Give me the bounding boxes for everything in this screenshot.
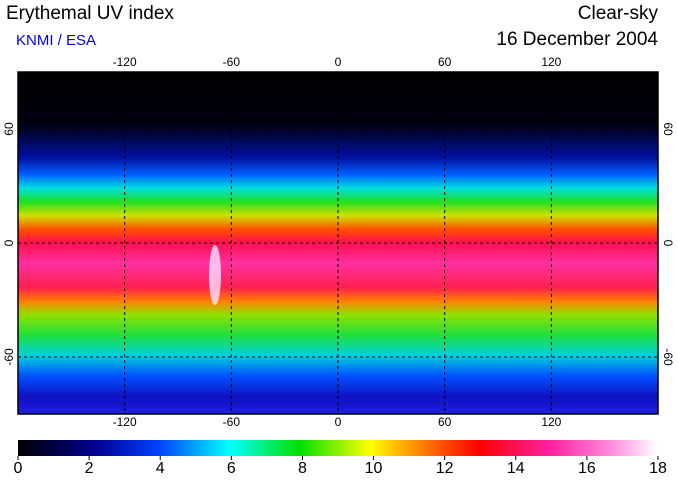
lat-label-right: 60 — [661, 122, 675, 136]
lat-label-right: -60 — [661, 348, 675, 366]
colorbar-label: 0 — [14, 460, 23, 477]
lon-label-bottom: 120 — [541, 415, 561, 429]
source: KNMI / ESA — [16, 32, 96, 49]
lon-label-top: 0 — [335, 55, 342, 69]
date: 16 December 2004 — [496, 29, 658, 50]
colorbar-label: 6 — [227, 460, 236, 477]
lat-label-left: 60 — [2, 122, 16, 136]
colorbar-label: 2 — [85, 460, 94, 477]
lat-label-right: 0 — [661, 240, 675, 247]
lon-label-top: -120 — [113, 55, 137, 69]
lon-label-bottom: -60 — [223, 415, 241, 429]
colorbar — [18, 440, 658, 456]
colorbar-label: 12 — [436, 460, 454, 477]
colorbar-label: 8 — [298, 460, 307, 477]
lon-label-top: 60 — [438, 55, 452, 69]
lon-label-top: -60 — [223, 55, 241, 69]
lat-label-left: 0 — [2, 239, 16, 246]
lon-label-bottom: 60 — [438, 415, 452, 429]
lat-label-left: -60 — [2, 348, 16, 366]
lon-label-top: 120 — [541, 55, 561, 69]
colorbar-label: 10 — [365, 460, 383, 477]
colorbar-label: 4 — [156, 460, 165, 477]
colorbar-label: 14 — [507, 460, 525, 477]
lon-label-bottom: -120 — [113, 415, 137, 429]
lon-label-bottom: 0 — [335, 415, 342, 429]
colorbar-label: 18 — [649, 460, 667, 477]
condition: Clear-sky — [578, 3, 659, 24]
title: Erythemal UV index — [6, 3, 174, 24]
colorbar-label: 16 — [578, 460, 596, 477]
andes-hotspot — [209, 245, 221, 305]
